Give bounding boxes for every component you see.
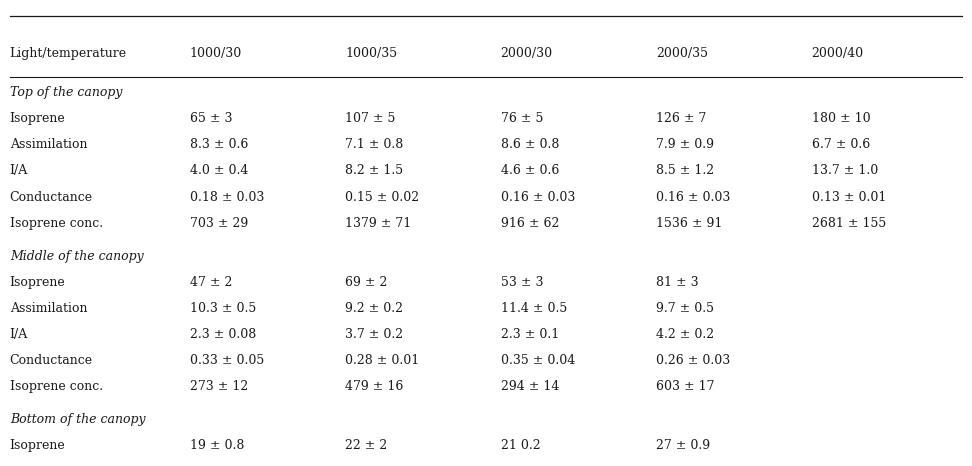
Text: 180 ± 10: 180 ± 10 (812, 112, 870, 125)
Text: 126 ± 7: 126 ± 7 (656, 112, 707, 125)
Text: 1000/35: 1000/35 (345, 47, 398, 60)
Text: Assimilation: Assimilation (10, 302, 87, 315)
Text: 0.16 ± 0.03: 0.16 ± 0.03 (501, 191, 575, 204)
Text: 479 ± 16: 479 ± 16 (345, 380, 403, 393)
Text: Isoprene conc.: Isoprene conc. (10, 217, 103, 230)
Text: Top of the canopy: Top of the canopy (10, 86, 122, 99)
Text: 0.16 ± 0.03: 0.16 ± 0.03 (656, 191, 731, 204)
Text: 9.2 ± 0.2: 9.2 ± 0.2 (345, 302, 403, 315)
Text: Isoprene conc.: Isoprene conc. (10, 380, 103, 393)
Text: 22 ± 2: 22 ± 2 (345, 439, 387, 452)
Text: 1536 ± 91: 1536 ± 91 (656, 217, 722, 230)
Text: 27 ± 0.9: 27 ± 0.9 (656, 439, 711, 452)
Text: 21 0.2: 21 0.2 (501, 439, 540, 452)
Text: 2681 ± 155: 2681 ± 155 (812, 217, 885, 230)
Text: 4.2 ± 0.2: 4.2 ± 0.2 (656, 328, 714, 341)
Text: 4.6 ± 0.6: 4.6 ± 0.6 (501, 164, 559, 178)
Text: Conductance: Conductance (10, 191, 93, 204)
Text: 4.0 ± 0.4: 4.0 ± 0.4 (190, 164, 248, 178)
Text: 0.33 ± 0.05: 0.33 ± 0.05 (190, 354, 263, 367)
Text: 1379 ± 71: 1379 ± 71 (345, 217, 411, 230)
Text: Light/temperature: Light/temperature (10, 47, 126, 60)
Text: 13.7 ± 1.0: 13.7 ± 1.0 (812, 164, 878, 178)
Text: 47 ± 2: 47 ± 2 (190, 276, 232, 289)
Text: 8.2 ± 1.5: 8.2 ± 1.5 (345, 164, 403, 178)
Text: I/A: I/A (10, 164, 28, 178)
Text: Assimilation: Assimilation (10, 138, 87, 151)
Text: 19 ± 0.8: 19 ± 0.8 (190, 439, 244, 452)
Text: 1000/30: 1000/30 (190, 47, 242, 60)
Text: 0.35 ± 0.04: 0.35 ± 0.04 (501, 354, 574, 367)
Text: 603 ± 17: 603 ± 17 (656, 380, 714, 393)
Text: 8.6 ± 0.8: 8.6 ± 0.8 (501, 138, 559, 151)
Text: 0.15 ± 0.02: 0.15 ± 0.02 (345, 191, 419, 204)
Text: Middle of the canopy: Middle of the canopy (10, 250, 144, 263)
Text: 65 ± 3: 65 ± 3 (190, 112, 232, 125)
Text: 273 ± 12: 273 ± 12 (190, 380, 248, 393)
Text: Conductance: Conductance (10, 354, 93, 367)
Text: 0.13 ± 0.01: 0.13 ± 0.01 (812, 191, 886, 204)
Text: 916 ± 62: 916 ± 62 (501, 217, 559, 230)
Text: 2000/35: 2000/35 (656, 47, 708, 60)
Text: Isoprene: Isoprene (10, 439, 65, 452)
Text: 3.7 ± 0.2: 3.7 ± 0.2 (345, 328, 403, 341)
Text: 107 ± 5: 107 ± 5 (345, 112, 396, 125)
Text: 2.3 ± 0.08: 2.3 ± 0.08 (190, 328, 256, 341)
Text: 76 ± 5: 76 ± 5 (501, 112, 543, 125)
Text: 81 ± 3: 81 ± 3 (656, 276, 699, 289)
Text: 2000/30: 2000/30 (501, 47, 553, 60)
Text: 69 ± 2: 69 ± 2 (345, 276, 388, 289)
Text: Bottom of the canopy: Bottom of the canopy (10, 413, 146, 426)
Text: I/A: I/A (10, 328, 28, 341)
Text: 8.3 ± 0.6: 8.3 ± 0.6 (190, 138, 248, 151)
Text: 53 ± 3: 53 ± 3 (501, 276, 543, 289)
Text: 9.7 ± 0.5: 9.7 ± 0.5 (656, 302, 714, 315)
Text: 6.7 ± 0.6: 6.7 ± 0.6 (812, 138, 870, 151)
Text: 294 ± 14: 294 ± 14 (501, 380, 559, 393)
Text: Isoprene: Isoprene (10, 112, 65, 125)
Text: 11.4 ± 0.5: 11.4 ± 0.5 (501, 302, 567, 315)
Text: 2000/40: 2000/40 (812, 47, 864, 60)
Text: 703 ± 29: 703 ± 29 (190, 217, 248, 230)
Text: 8.5 ± 1.2: 8.5 ± 1.2 (656, 164, 714, 178)
Text: 7.9 ± 0.9: 7.9 ± 0.9 (656, 138, 714, 151)
Text: 7.1 ± 0.8: 7.1 ± 0.8 (345, 138, 403, 151)
Text: 2.3 ± 0.1: 2.3 ± 0.1 (501, 328, 559, 341)
Text: 0.26 ± 0.03: 0.26 ± 0.03 (656, 354, 730, 367)
Text: 0.28 ± 0.01: 0.28 ± 0.01 (345, 354, 419, 367)
Text: 10.3 ± 0.5: 10.3 ± 0.5 (190, 302, 256, 315)
Text: Isoprene: Isoprene (10, 276, 65, 289)
Text: 0.18 ± 0.03: 0.18 ± 0.03 (190, 191, 264, 204)
